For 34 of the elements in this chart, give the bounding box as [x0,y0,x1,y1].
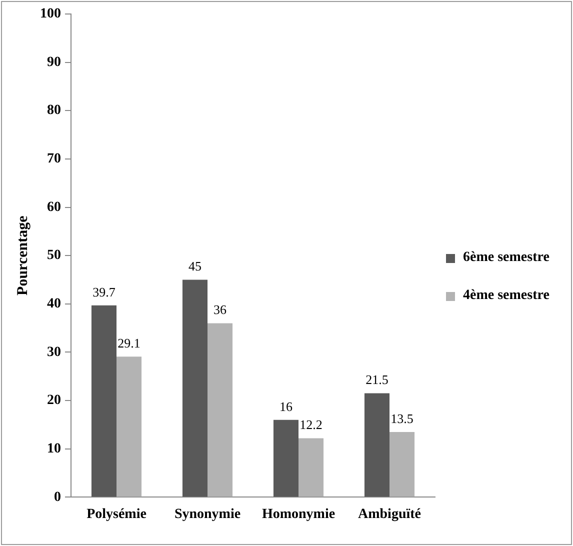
bar [273,420,298,497]
y-tick-label: 40 [47,296,61,312]
y-axis-title: Pourcentage [14,215,31,296]
x-tick-label: Polysémie [86,507,146,522]
y-tick-label: 30 [47,344,61,360]
legend-label: 4ème semestre [463,288,550,304]
data-label: 13.5 [390,410,414,426]
bar [91,305,116,497]
y-tick-label: 0 [54,490,61,505]
data-label: 16 [279,398,293,414]
data-label: 21.5 [366,372,388,388]
bar [182,280,208,497]
data-label: 45 [188,258,202,274]
data-label: 29.1 [118,336,140,351]
data-label: 12.2 [300,417,322,432]
data-label: 39.7 [92,284,116,300]
x-tick-label: Homonymie [262,507,336,522]
y-tick-label: 10 [47,441,61,456]
x-tick-label: Synonymie [174,507,241,522]
bar [208,323,233,497]
y-tick-label: 20 [47,393,61,408]
bar [390,432,415,497]
x-tick-label: Ambiguïté [358,507,421,522]
y-tick-label: 60 [47,200,61,215]
y-tick-label: 100 [40,6,61,22]
bar [364,393,390,497]
y-tick-label: 80 [47,103,61,118]
y-tick-label: 90 [47,54,61,70]
data-label: 36 [214,302,228,318]
legend-label: 6ème semestre [463,250,550,266]
bar [116,356,142,497]
bar [298,438,324,497]
y-tick-label: 50 [47,248,61,264]
y-tick-label: 70 [47,152,61,167]
